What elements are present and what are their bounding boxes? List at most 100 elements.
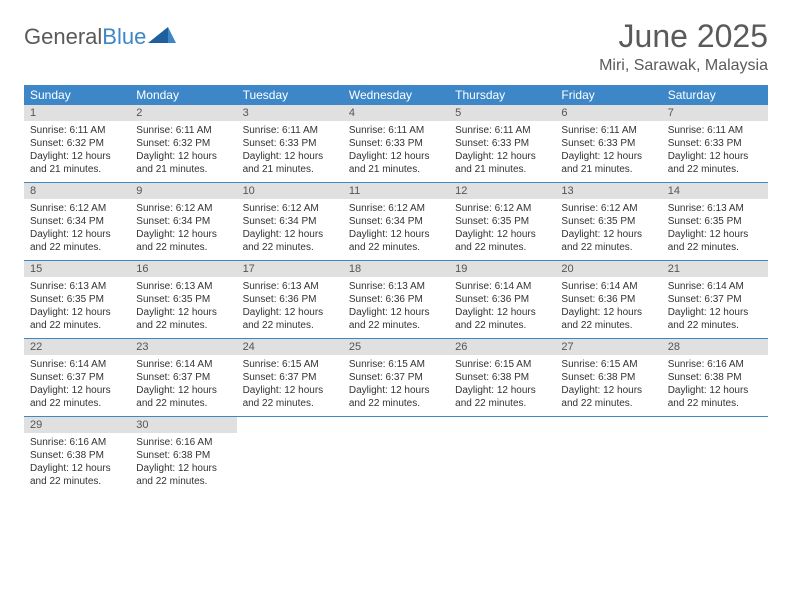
calendar-day: 1Sunrise: 6:11 AMSunset: 6:32 PMDaylight… <box>24 105 130 182</box>
daylight-line: Daylight: 12 hours and 22 minutes. <box>455 306 549 332</box>
header: GeneralBlue June 2025 Miri, Sarawak, Mal… <box>24 18 768 75</box>
sunrise-line: Sunrise: 6:15 AM <box>561 358 655 371</box>
sunrise-line: Sunrise: 6:16 AM <box>136 436 230 449</box>
daylight-line: Daylight: 12 hours and 22 minutes. <box>668 306 762 332</box>
daylight-line: Daylight: 12 hours and 22 minutes. <box>561 228 655 254</box>
weekday-header-row: SundayMondayTuesdayWednesdayThursdayFrid… <box>24 85 768 105</box>
sunset-line: Sunset: 6:36 PM <box>561 293 655 306</box>
daylight-line: Daylight: 12 hours and 22 minutes. <box>455 384 549 410</box>
day-details: Sunrise: 6:12 AMSunset: 6:34 PMDaylight:… <box>24 199 130 260</box>
day-details: Sunrise: 6:13 AMSunset: 6:36 PMDaylight:… <box>237 277 343 338</box>
calendar-day: 2Sunrise: 6:11 AMSunset: 6:32 PMDaylight… <box>130 105 236 182</box>
calendar-week: 15Sunrise: 6:13 AMSunset: 6:35 PMDayligh… <box>24 260 768 338</box>
sunrise-line: Sunrise: 6:11 AM <box>30 124 124 137</box>
daylight-line: Daylight: 12 hours and 22 minutes. <box>243 228 337 254</box>
calendar-day: 13Sunrise: 6:12 AMSunset: 6:35 PMDayligh… <box>555 183 661 260</box>
day-number: 24 <box>237 339 343 355</box>
sunrise-line: Sunrise: 6:12 AM <box>136 202 230 215</box>
day-details: Sunrise: 6:15 AMSunset: 6:38 PMDaylight:… <box>555 355 661 416</box>
day-number: 19 <box>449 261 555 277</box>
day-details: Sunrise: 6:13 AMSunset: 6:36 PMDaylight:… <box>343 277 449 338</box>
day-number: 22 <box>24 339 130 355</box>
daylight-line: Daylight: 12 hours and 21 minutes. <box>136 150 230 176</box>
sunset-line: Sunset: 6:36 PM <box>243 293 337 306</box>
day-number: 21 <box>662 261 768 277</box>
sunrise-line: Sunrise: 6:14 AM <box>30 358 124 371</box>
calendar-day: 19Sunrise: 6:14 AMSunset: 6:36 PMDayligh… <box>449 261 555 338</box>
sunset-line: Sunset: 6:37 PM <box>136 371 230 384</box>
day-details: Sunrise: 6:14 AMSunset: 6:37 PMDaylight:… <box>24 355 130 416</box>
day-number: 7 <box>662 105 768 121</box>
calendar-day: 21Sunrise: 6:14 AMSunset: 6:37 PMDayligh… <box>662 261 768 338</box>
daylight-line: Daylight: 12 hours and 22 minutes. <box>30 462 124 488</box>
daylight-line: Daylight: 12 hours and 22 minutes. <box>243 306 337 332</box>
calendar-week: 22Sunrise: 6:14 AMSunset: 6:37 PMDayligh… <box>24 338 768 416</box>
brand-name-part1: General <box>24 24 102 49</box>
sunset-line: Sunset: 6:32 PM <box>30 137 124 150</box>
calendar-day <box>662 417 768 494</box>
brand-logo: GeneralBlue <box>24 18 176 50</box>
calendar-day: 27Sunrise: 6:15 AMSunset: 6:38 PMDayligh… <box>555 339 661 416</box>
daylight-line: Daylight: 12 hours and 21 minutes. <box>243 150 337 176</box>
day-number: 8 <box>24 183 130 199</box>
day-details: Sunrise: 6:12 AMSunset: 6:35 PMDaylight:… <box>449 199 555 260</box>
title-block: June 2025 Miri, Sarawak, Malaysia <box>599 18 768 75</box>
day-details: Sunrise: 6:11 AMSunset: 6:33 PMDaylight:… <box>449 121 555 182</box>
calendar-day: 16Sunrise: 6:13 AMSunset: 6:35 PMDayligh… <box>130 261 236 338</box>
day-number: 23 <box>130 339 236 355</box>
day-details: Sunrise: 6:12 AMSunset: 6:34 PMDaylight:… <box>343 199 449 260</box>
sunrise-line: Sunrise: 6:11 AM <box>349 124 443 137</box>
day-details: Sunrise: 6:15 AMSunset: 6:37 PMDaylight:… <box>237 355 343 416</box>
day-details: Sunrise: 6:15 AMSunset: 6:37 PMDaylight:… <box>343 355 449 416</box>
calendar-day: 3Sunrise: 6:11 AMSunset: 6:33 PMDaylight… <box>237 105 343 182</box>
day-details: Sunrise: 6:12 AMSunset: 6:34 PMDaylight:… <box>237 199 343 260</box>
weekday-header: Saturday <box>662 85 768 105</box>
day-number: 1 <box>24 105 130 121</box>
day-details: Sunrise: 6:11 AMSunset: 6:33 PMDaylight:… <box>662 121 768 182</box>
calendar-day <box>449 417 555 494</box>
sunset-line: Sunset: 6:38 PM <box>136 449 230 462</box>
sunrise-line: Sunrise: 6:11 AM <box>136 124 230 137</box>
daylight-line: Daylight: 12 hours and 22 minutes. <box>561 306 655 332</box>
weekday-header: Tuesday <box>237 85 343 105</box>
day-number: 30 <box>130 417 236 433</box>
calendar-day: 23Sunrise: 6:14 AMSunset: 6:37 PMDayligh… <box>130 339 236 416</box>
sunrise-line: Sunrise: 6:12 AM <box>561 202 655 215</box>
daylight-line: Daylight: 12 hours and 22 minutes. <box>30 306 124 332</box>
daylight-line: Daylight: 12 hours and 22 minutes. <box>668 228 762 254</box>
sunrise-line: Sunrise: 6:11 AM <box>243 124 337 137</box>
calendar-day: 24Sunrise: 6:15 AMSunset: 6:37 PMDayligh… <box>237 339 343 416</box>
calendar-day: 7Sunrise: 6:11 AMSunset: 6:33 PMDaylight… <box>662 105 768 182</box>
calendar-day: 26Sunrise: 6:15 AMSunset: 6:38 PMDayligh… <box>449 339 555 416</box>
sunset-line: Sunset: 6:34 PM <box>136 215 230 228</box>
day-number: 3 <box>237 105 343 121</box>
calendar-week: 29Sunrise: 6:16 AMSunset: 6:38 PMDayligh… <box>24 416 768 494</box>
day-details: Sunrise: 6:14 AMSunset: 6:36 PMDaylight:… <box>449 277 555 338</box>
calendar-day: 9Sunrise: 6:12 AMSunset: 6:34 PMDaylight… <box>130 183 236 260</box>
day-details: Sunrise: 6:16 AMSunset: 6:38 PMDaylight:… <box>24 433 130 494</box>
weekday-header: Thursday <box>449 85 555 105</box>
sunset-line: Sunset: 6:35 PM <box>561 215 655 228</box>
sunrise-line: Sunrise: 6:11 AM <box>668 124 762 137</box>
day-number: 14 <box>662 183 768 199</box>
day-details: Sunrise: 6:12 AMSunset: 6:35 PMDaylight:… <box>555 199 661 260</box>
daylight-line: Daylight: 12 hours and 21 minutes. <box>349 150 443 176</box>
calendar-week: 8Sunrise: 6:12 AMSunset: 6:34 PMDaylight… <box>24 182 768 260</box>
daylight-line: Daylight: 12 hours and 22 minutes. <box>136 306 230 332</box>
calendar-day: 29Sunrise: 6:16 AMSunset: 6:38 PMDayligh… <box>24 417 130 494</box>
day-details: Sunrise: 6:16 AMSunset: 6:38 PMDaylight:… <box>130 433 236 494</box>
sunrise-line: Sunrise: 6:12 AM <box>455 202 549 215</box>
sunrise-line: Sunrise: 6:12 AM <box>243 202 337 215</box>
calendar-day: 30Sunrise: 6:16 AMSunset: 6:38 PMDayligh… <box>130 417 236 494</box>
sunset-line: Sunset: 6:37 PM <box>243 371 337 384</box>
sunrise-line: Sunrise: 6:14 AM <box>136 358 230 371</box>
day-number: 4 <box>343 105 449 121</box>
day-number: 13 <box>555 183 661 199</box>
sunrise-line: Sunrise: 6:13 AM <box>243 280 337 293</box>
sunset-line: Sunset: 6:33 PM <box>561 137 655 150</box>
sunset-line: Sunset: 6:37 PM <box>349 371 443 384</box>
sunset-line: Sunset: 6:37 PM <box>668 293 762 306</box>
sunset-line: Sunset: 6:33 PM <box>455 137 549 150</box>
sunset-line: Sunset: 6:33 PM <box>668 137 762 150</box>
sunset-line: Sunset: 6:32 PM <box>136 137 230 150</box>
